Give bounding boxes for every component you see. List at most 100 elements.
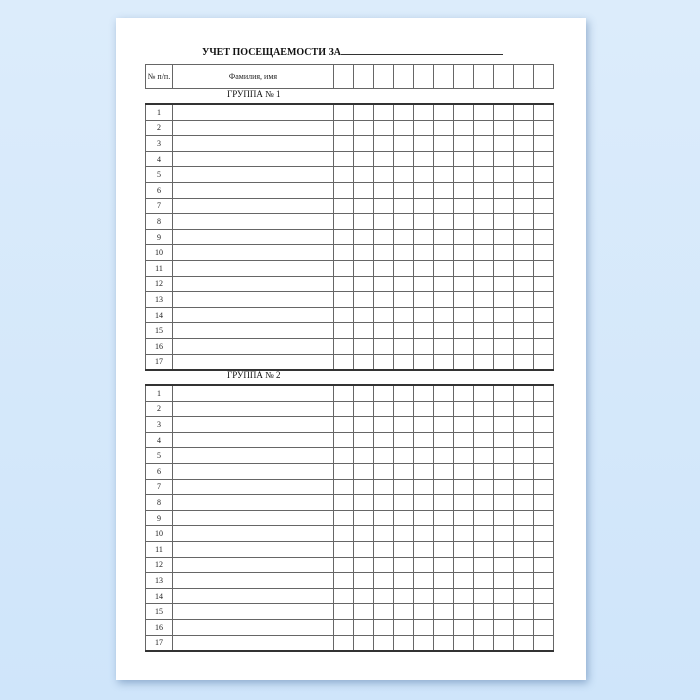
attendance-cell[interactable]	[413, 556, 434, 574]
attendance-cell[interactable]	[513, 572, 534, 589]
attendance-cell[interactable]	[433, 150, 454, 168]
attendance-cell[interactable]	[393, 431, 414, 449]
name-cell[interactable]	[172, 197, 334, 215]
attendance-cell[interactable]	[493, 384, 514, 402]
attendance-cell[interactable]	[513, 228, 534, 246]
header-day-cell[interactable]	[513, 64, 534, 89]
attendance-cell[interactable]	[433, 556, 454, 574]
attendance-cell[interactable]	[373, 634, 394, 652]
attendance-cell[interactable]	[453, 509, 474, 527]
name-cell[interactable]	[172, 306, 334, 324]
attendance-cell[interactable]	[353, 150, 374, 168]
attendance-cell[interactable]	[453, 478, 474, 496]
attendance-cell[interactable]	[533, 572, 554, 589]
attendance-cell[interactable]	[433, 103, 454, 121]
attendance-cell[interactable]	[453, 135, 474, 152]
attendance-cell[interactable]	[373, 447, 394, 464]
attendance-cell[interactable]	[513, 556, 534, 574]
attendance-cell[interactable]	[413, 244, 434, 261]
attendance-cell[interactable]	[473, 150, 494, 168]
attendance-cell[interactable]	[333, 275, 354, 293]
attendance-cell[interactable]	[473, 228, 494, 246]
attendance-cell[interactable]	[473, 384, 494, 402]
name-cell[interactable]	[172, 150, 334, 168]
attendance-cell[interactable]	[373, 478, 394, 496]
attendance-cell[interactable]	[413, 572, 434, 589]
attendance-cell[interactable]	[513, 166, 534, 183]
attendance-cell[interactable]	[473, 337, 494, 355]
attendance-cell[interactable]	[533, 337, 554, 355]
attendance-cell[interactable]	[453, 306, 474, 324]
attendance-cell[interactable]	[473, 181, 494, 199]
attendance-cell[interactable]	[373, 103, 394, 121]
attendance-cell[interactable]	[513, 462, 534, 480]
attendance-cell[interactable]	[333, 119, 354, 137]
attendance-cell[interactable]	[333, 618, 354, 636]
attendance-cell[interactable]	[453, 150, 474, 168]
attendance-cell[interactable]	[513, 478, 534, 496]
attendance-cell[interactable]	[453, 384, 474, 402]
attendance-cell[interactable]	[513, 416, 534, 433]
attendance-cell[interactable]	[493, 353, 514, 371]
attendance-cell[interactable]	[333, 103, 354, 121]
attendance-cell[interactable]	[533, 103, 554, 121]
attendance-cell[interactable]	[393, 150, 414, 168]
attendance-cell[interactable]	[453, 431, 474, 449]
attendance-cell[interactable]	[393, 181, 414, 199]
attendance-cell[interactable]	[453, 618, 474, 636]
attendance-cell[interactable]	[373, 197, 394, 215]
attendance-cell[interactable]	[353, 400, 374, 418]
attendance-cell[interactable]	[533, 447, 554, 464]
attendance-cell[interactable]	[353, 525, 374, 542]
attendance-cell[interactable]	[533, 587, 554, 605]
attendance-cell[interactable]	[373, 228, 394, 246]
attendance-cell[interactable]	[413, 447, 434, 464]
attendance-cell[interactable]	[493, 540, 514, 558]
attendance-cell[interactable]	[453, 416, 474, 433]
attendance-cell[interactable]	[393, 478, 414, 496]
attendance-cell[interactable]	[473, 540, 494, 558]
attendance-cell[interactable]	[393, 135, 414, 152]
attendance-cell[interactable]	[533, 384, 554, 402]
attendance-cell[interactable]	[353, 494, 374, 511]
attendance-cell[interactable]	[493, 322, 514, 339]
attendance-cell[interactable]	[413, 618, 434, 636]
name-cell[interactable]	[172, 275, 334, 293]
attendance-cell[interactable]	[393, 228, 414, 246]
attendance-cell[interactable]	[333, 509, 354, 527]
attendance-cell[interactable]	[513, 525, 534, 542]
attendance-cell[interactable]	[413, 306, 434, 324]
attendance-cell[interactable]	[533, 197, 554, 215]
attendance-cell[interactable]	[333, 150, 354, 168]
attendance-cell[interactable]	[353, 181, 374, 199]
attendance-cell[interactable]	[373, 353, 394, 371]
attendance-cell[interactable]	[333, 181, 354, 199]
attendance-cell[interactable]	[393, 103, 414, 121]
attendance-cell[interactable]	[453, 462, 474, 480]
attendance-cell[interactable]	[393, 197, 414, 215]
attendance-cell[interactable]	[333, 166, 354, 183]
attendance-cell[interactable]	[493, 603, 514, 620]
attendance-cell[interactable]	[433, 447, 454, 464]
attendance-cell[interactable]	[533, 618, 554, 636]
attendance-cell[interactable]	[493, 572, 514, 589]
attendance-cell[interactable]	[513, 587, 534, 605]
name-cell[interactable]	[172, 166, 334, 183]
attendance-cell[interactable]	[533, 400, 554, 418]
attendance-cell[interactable]	[533, 431, 554, 449]
attendance-cell[interactable]	[393, 525, 414, 542]
attendance-cell[interactable]	[333, 384, 354, 402]
attendance-cell[interactable]	[413, 384, 434, 402]
attendance-cell[interactable]	[513, 431, 534, 449]
attendance-cell[interactable]	[333, 431, 354, 449]
attendance-cell[interactable]	[393, 603, 414, 620]
attendance-cell[interactable]	[433, 244, 454, 261]
attendance-cell[interactable]	[353, 431, 374, 449]
attendance-cell[interactable]	[513, 135, 534, 152]
attendance-cell[interactable]	[533, 462, 554, 480]
attendance-cell[interactable]	[453, 181, 474, 199]
attendance-cell[interactable]	[513, 244, 534, 261]
attendance-cell[interactable]	[353, 447, 374, 464]
header-day-cell[interactable]	[413, 64, 434, 89]
attendance-cell[interactable]	[373, 525, 394, 542]
